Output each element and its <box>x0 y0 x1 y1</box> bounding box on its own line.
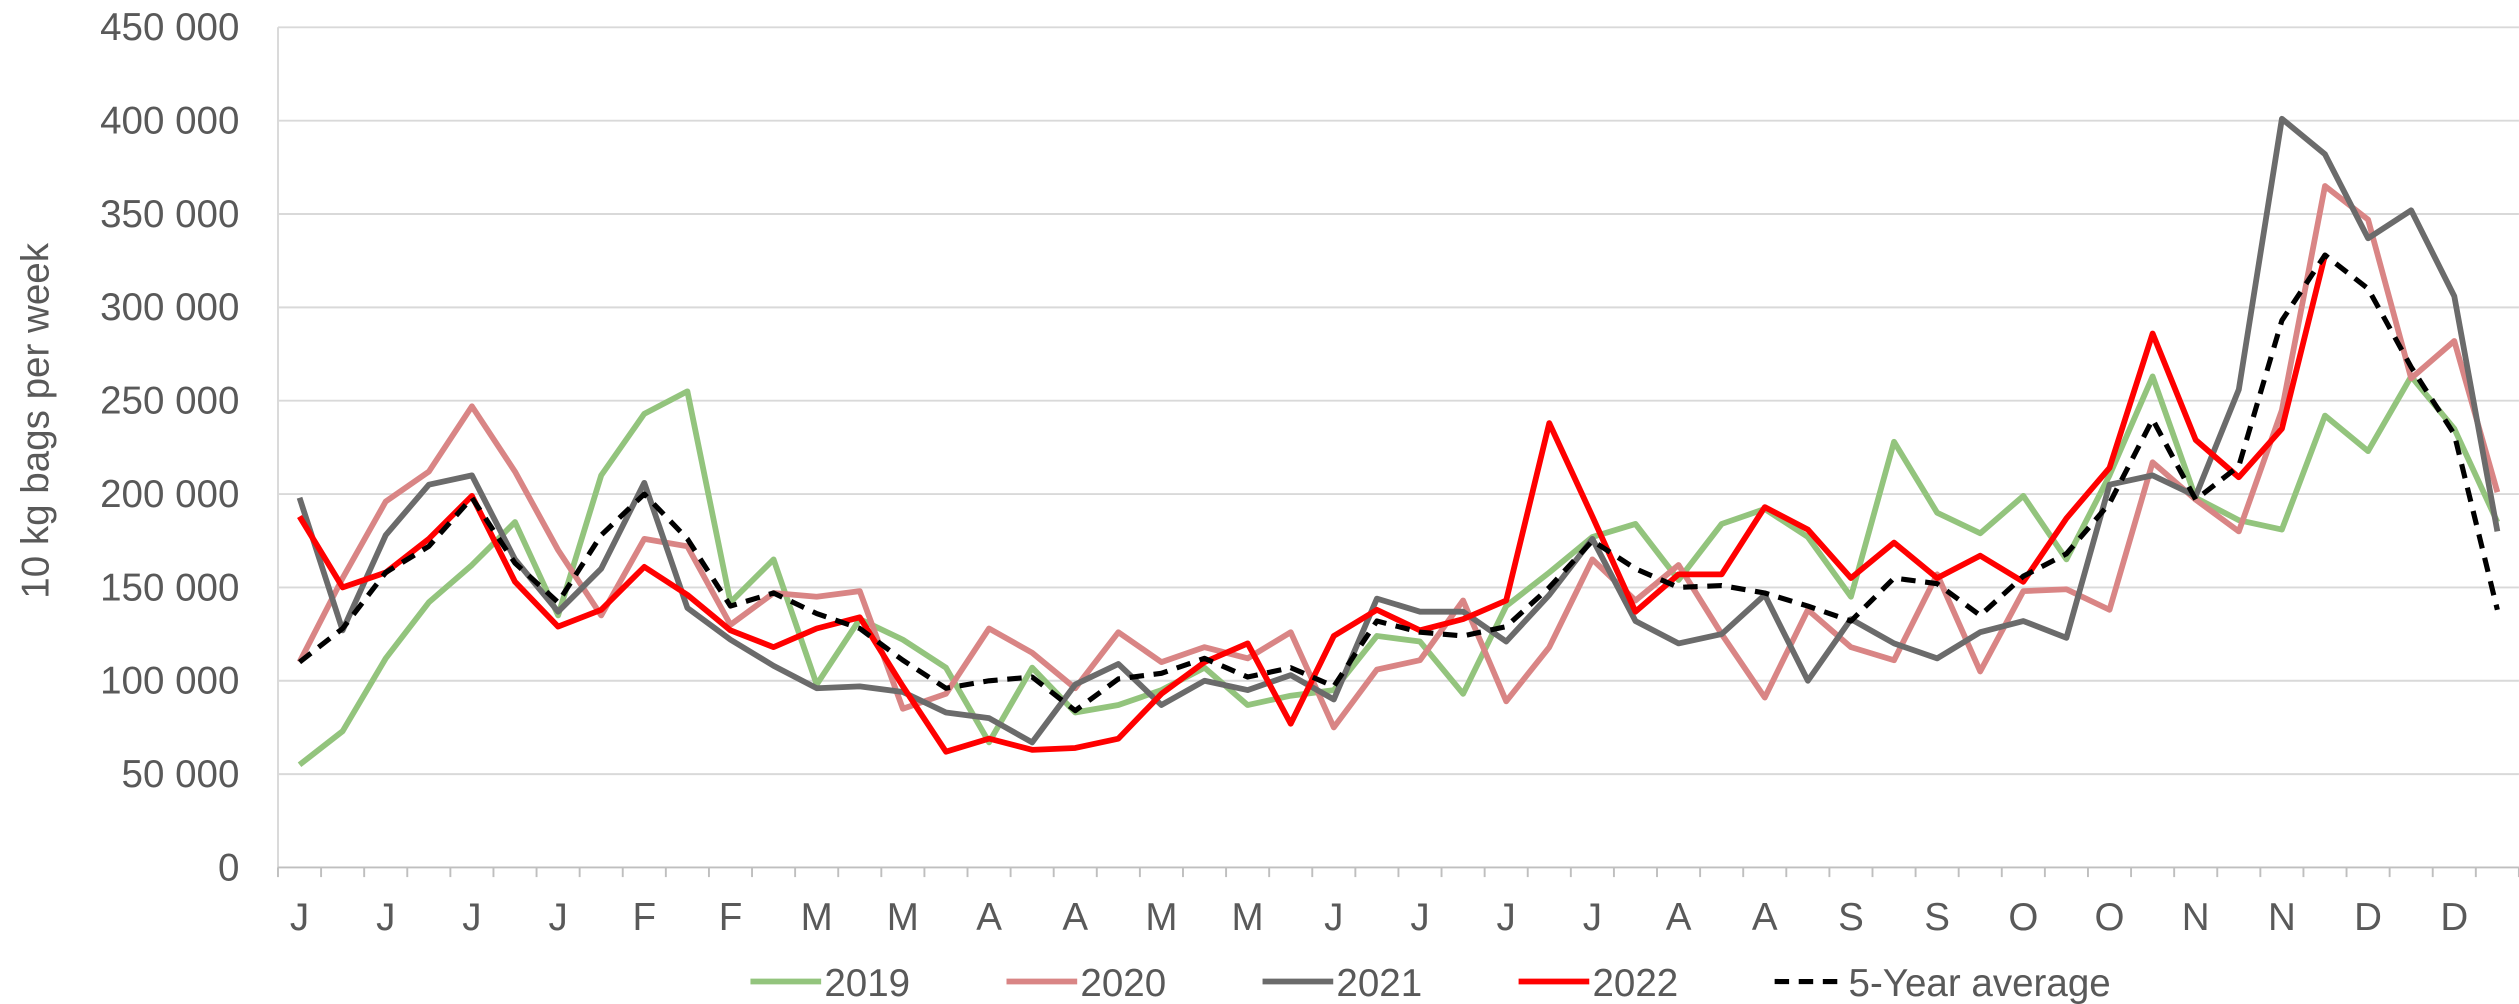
y-tick-label: 350 000 <box>100 193 239 236</box>
series-line <box>297 252 2500 714</box>
legend-item: 2022 <box>1518 962 1678 1004</box>
legend-label: 5-Year average <box>1849 962 2111 1004</box>
x-tick-label: M <box>801 896 833 939</box>
y-axis-label: 10 kg bags per week <box>14 242 57 598</box>
x-tick-label: J <box>290 896 309 939</box>
y-tick-label: 400 000 <box>100 100 239 143</box>
y-tick-label: 450 000 <box>100 6 239 49</box>
legend-label: 2020 <box>1080 962 1166 1004</box>
x-tick-label: J <box>1410 896 1429 939</box>
x-tick-label: D <box>2354 896 2382 939</box>
x-tick-label: J <box>1497 896 1516 939</box>
legend-label: 2022 <box>1592 962 1678 1004</box>
x-tick-label: J <box>1583 896 1602 939</box>
x-tick-label: F <box>633 896 657 939</box>
y-tick-label: 250 000 <box>100 380 239 423</box>
y-tick-label: 0 <box>218 846 239 889</box>
x-tick-label: J <box>548 896 567 939</box>
x-tick-label: J <box>1324 896 1343 939</box>
legend-item: 2019 <box>750 962 910 1004</box>
x-tick-label: J <box>462 896 481 939</box>
series-line <box>297 373 2501 768</box>
x-tick-label: O <box>2008 896 2038 939</box>
x-tick-label: N <box>2182 896 2210 939</box>
x-tick-label: A <box>1062 896 1088 939</box>
y-tick-label: 200 000 <box>100 473 239 516</box>
legend-item: 2021 <box>1262 962 1422 1004</box>
y-tick-label: 300 000 <box>100 286 239 329</box>
x-tick-label: S <box>1838 896 1864 939</box>
legend: 2019 2020 2021 2022 5-Year average <box>750 962 2111 1004</box>
x-tick-label: J <box>376 896 395 939</box>
x-tick-label: S <box>1924 896 1950 939</box>
x-tick-label: A <box>976 896 1002 939</box>
x-tick-label: M <box>1232 896 1264 939</box>
x-tick-label: A <box>1666 896 1692 939</box>
series-line <box>296 183 2501 731</box>
x-tick-label: O <box>2095 896 2125 939</box>
series-line <box>297 254 2328 755</box>
legend-label: 2019 <box>824 962 910 1004</box>
series-line <box>296 115 2501 746</box>
legend-item: 5-Year average <box>1774 962 2111 1004</box>
x-tick-label: M <box>1145 896 1177 939</box>
y-tick-label: 150 000 <box>100 566 239 609</box>
x-tick-label: F <box>719 896 743 939</box>
x-tick-label: M <box>887 896 919 939</box>
x-tick-label: D <box>2440 896 2468 939</box>
y-tick-label: 50 000 <box>122 753 240 796</box>
legend-item: 2020 <box>1006 962 1166 1004</box>
x-tick-label: N <box>2268 896 2296 939</box>
legend-label: 2021 <box>1336 962 1422 1004</box>
y-tick-label: 100 000 <box>100 660 239 703</box>
x-tick-label: A <box>1752 896 1778 939</box>
